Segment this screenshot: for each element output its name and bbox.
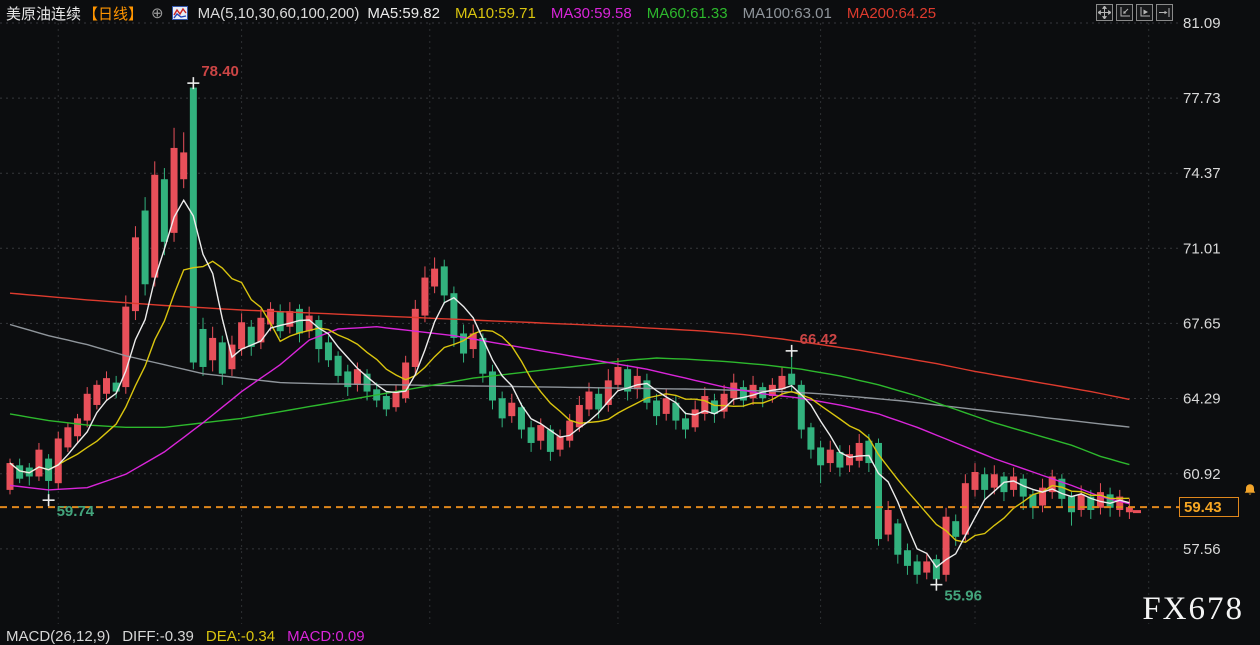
indicator-footer: MACD(26,12,9) DIFF:-0.39 DEA:-0.34 MACD:0.0…	[6, 628, 377, 645]
y-axis-labels: 81.09 77.73 74.37 71.01 67.65 64.29 60.92 57.56	[1183, 15, 1221, 558]
candles-layer	[6, 83, 1133, 585]
ma-legend: MA5:59.82 MA10:59.71 MA30:59.58 MA60:61.33 M…	[367, 5, 936, 22]
ma-line-ma10	[9, 260, 1130, 543]
macd-dea-value: DEA:-0.34	[205, 628, 276, 645]
circle-plus-icon[interactable]: ⊕	[151, 4, 164, 22]
ma-legend-item: MA30:59.58	[550, 4, 632, 22]
axis-zoom-left-icon[interactable]	[1116, 4, 1133, 21]
watermark: FX678	[1142, 591, 1244, 627]
chart-header: 美原油连续 【日线】 ⊕ MA(5,10,30,60,100,200) MA5:5…	[6, 2, 936, 24]
ma-line-ma5	[9, 198, 1130, 569]
y-axis-tick-label: 57.56	[1183, 541, 1221, 558]
ma-legend-item: MA10:59.71	[454, 4, 536, 22]
ma-lines-layer	[9, 198, 1130, 569]
ma-line-ma200	[9, 292, 1130, 401]
price-alert-icon[interactable]	[1243, 483, 1257, 497]
ma-legend-item: MA100:63.01	[742, 4, 832, 22]
pivot-markers-layer: 59.74 78.40 66.42 55.96	[42, 63, 982, 605]
ma-legend-item: MA60:61.33	[646, 4, 728, 22]
pivot-label: 66.42	[800, 331, 838, 348]
chart-style-icon[interactable]	[171, 6, 188, 20]
axis-pan-right-icon[interactable]	[1156, 4, 1173, 21]
move-chart-icon[interactable]	[1096, 4, 1113, 21]
y-axis-tick-label: 71.01	[1183, 240, 1221, 257]
period-label: 【日线】	[83, 5, 144, 23]
pivot-label: 59.74	[57, 503, 95, 520]
y-axis-tick-label: 77.73	[1183, 90, 1221, 107]
ma-params-label: MA(5,10,30,60,100,200)	[197, 4, 360, 22]
y-axis-tick-label: 67.65	[1183, 315, 1221, 332]
pivot-label: 55.96	[944, 588, 982, 605]
last-price-label: 59.43	[1179, 497, 1239, 518]
y-axis-tick-label: 74.37	[1183, 165, 1221, 182]
ma-line-ma100	[9, 323, 1130, 428]
symbol-title: 美原油连续	[6, 5, 82, 23]
macd-macd-value: MACD:0.09	[287, 628, 365, 645]
pivot-label: 78.40	[201, 63, 239, 80]
y-axis-tick-label: 60.92	[1183, 466, 1221, 483]
y-axis-tick-label: 81.09	[1183, 15, 1221, 32]
ma-line-ma30	[9, 325, 1130, 505]
y-axis-tick-label: 64.29	[1183, 390, 1221, 407]
ma-line-ma60	[9, 357, 1130, 466]
ma-legend-item: MA200:64.25	[846, 4, 937, 22]
axis-play-icon[interactable]	[1136, 4, 1153, 21]
price-line-layer	[0, 506, 1180, 514]
last-price-tick	[1133, 510, 1141, 514]
macd-indicator-label: MACD(26,12,9)	[6, 628, 111, 645]
ma-legend-item: MA5:59.82	[367, 4, 440, 22]
grid-layer	[0, 22, 1178, 624]
macd-diff-value: DIFF:-0.39	[122, 628, 194, 645]
chart-toolbar	[1096, 4, 1173, 21]
